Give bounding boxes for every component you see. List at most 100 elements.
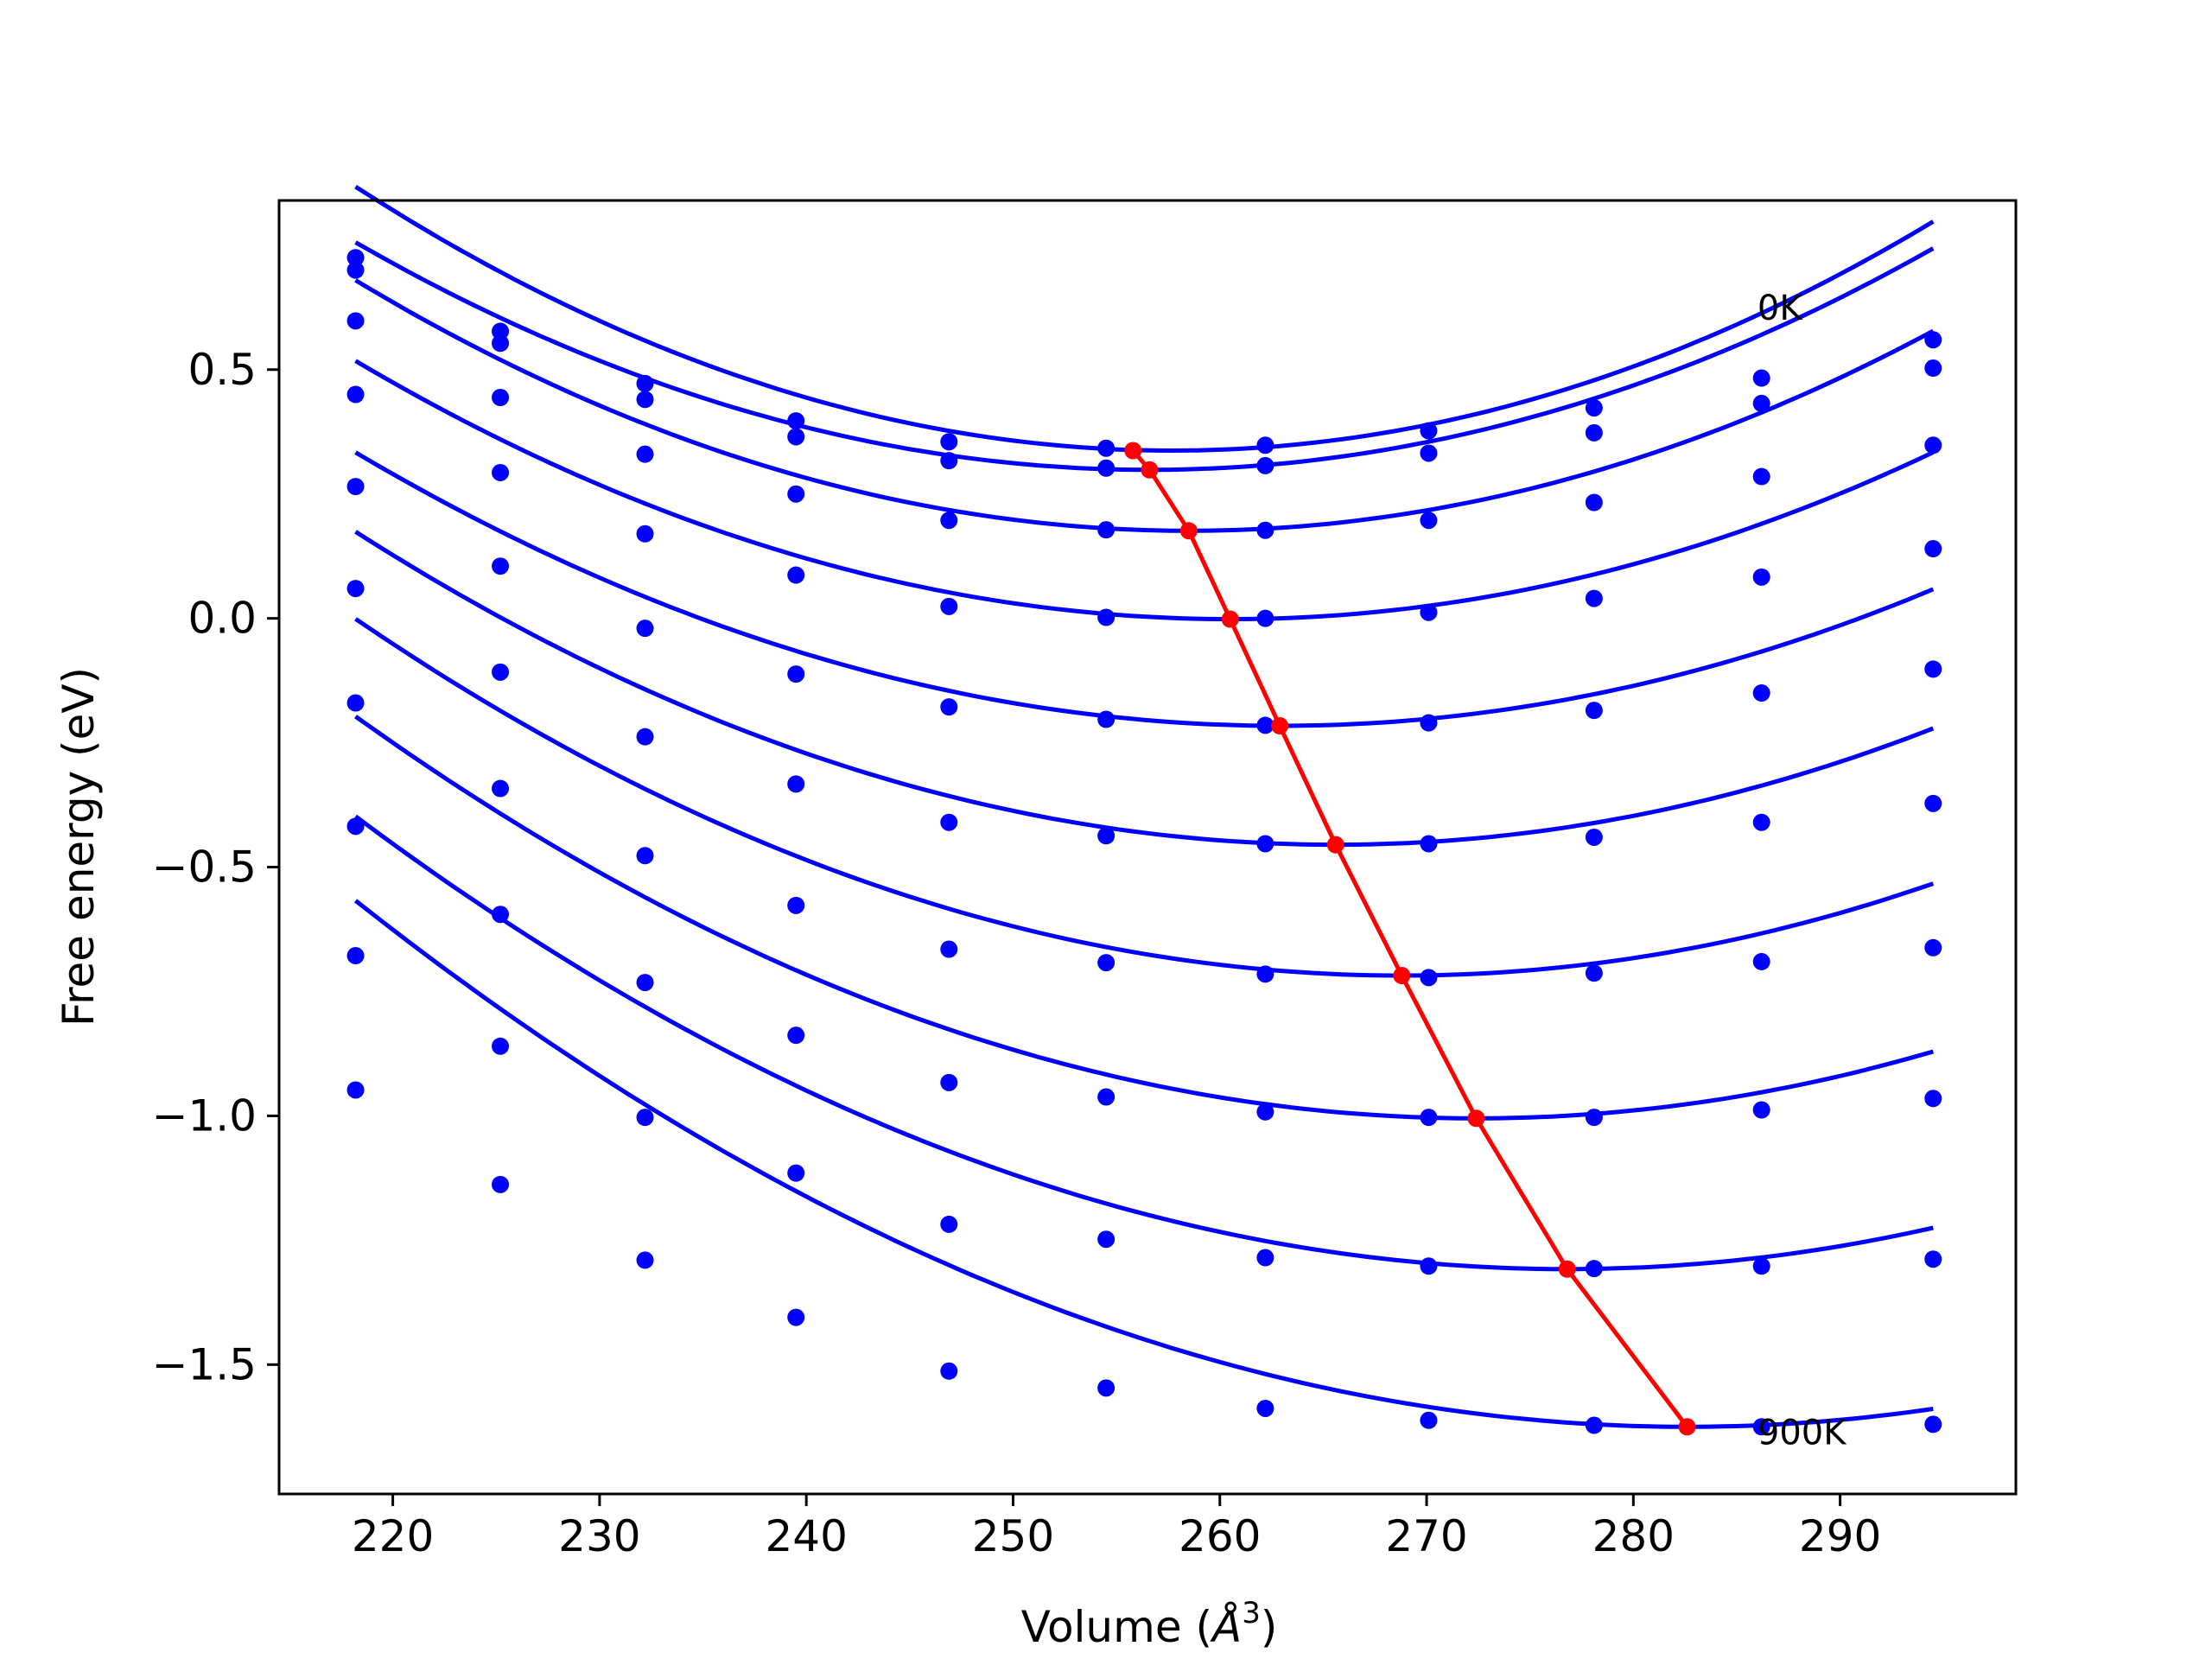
data-point	[1585, 493, 1603, 512]
data-point	[492, 663, 510, 681]
data-point	[787, 1027, 805, 1045]
minimum-point	[1467, 1109, 1485, 1128]
minima-series	[1124, 442, 1696, 1436]
minimum-point	[1141, 461, 1159, 479]
data-point	[1924, 794, 1942, 812]
data-point	[346, 261, 365, 279]
data-point	[1585, 1416, 1603, 1434]
y-tick-label: 0.5	[188, 345, 257, 395]
data-point	[1420, 714, 1438, 732]
temperature-series	[346, 359, 1942, 627]
data-point	[940, 433, 958, 451]
y-tick-label: −0.5	[152, 842, 257, 893]
minimum-point	[1558, 1260, 1576, 1278]
data-point	[1752, 467, 1770, 486]
data-point	[1585, 1109, 1603, 1127]
data-point	[1924, 540, 1942, 558]
minimum-point	[1124, 442, 1142, 460]
data-point	[1256, 716, 1274, 734]
x-tick-label: 260	[1179, 1511, 1261, 1561]
data-point	[1420, 1257, 1438, 1275]
data-point	[1585, 828, 1603, 846]
data-point	[1924, 1415, 1942, 1433]
fit-curve	[354, 530, 1935, 848]
temperature-series	[346, 715, 1942, 1127]
x-tick-label: 290	[1799, 1511, 1881, 1561]
data-point	[787, 1308, 805, 1326]
data-point	[492, 463, 510, 481]
minima-line	[1131, 448, 1689, 1428]
fit-curve	[354, 278, 1935, 533]
data-point	[346, 947, 365, 965]
data-point	[636, 524, 654, 543]
data-point	[940, 597, 958, 615]
x-axis-label-close: )	[1261, 1602, 1278, 1652]
y-tick-label: −1.0	[152, 1090, 257, 1141]
x-axis-label-exponent: 3	[1242, 1596, 1261, 1630]
data-point	[1585, 964, 1603, 982]
fit-curve	[354, 450, 1935, 728]
data-point	[940, 512, 958, 530]
plot-series	[346, 184, 1942, 1436]
data-point	[1752, 568, 1770, 586]
data-point	[1585, 702, 1603, 720]
data-point	[1420, 603, 1438, 621]
data-point	[1752, 813, 1770, 831]
data-point	[1752, 1418, 1770, 1436]
data-point	[346, 1081, 365, 1099]
data-point	[1256, 521, 1274, 539]
data-point	[1256, 456, 1274, 474]
data-point	[1097, 521, 1116, 539]
data-point	[346, 249, 365, 267]
data-point	[492, 557, 510, 575]
data-point	[1097, 439, 1116, 457]
data-point	[636, 728, 654, 746]
data-point	[1752, 1257, 1770, 1275]
data-point	[787, 775, 805, 793]
data-point	[1256, 965, 1274, 983]
x-axis-label: Volume (Å3)	[1021, 1596, 1278, 1652]
data-point	[787, 665, 805, 683]
data-point	[1097, 954, 1116, 972]
data-point	[636, 620, 654, 638]
fit-curve	[354, 184, 1935, 454]
x-axis-ticks: 220 230 240 250 260 270 280 290	[352, 1494, 1881, 1561]
temperature-annotation: 900K	[1758, 1413, 1847, 1452]
data-point	[940, 452, 958, 470]
fit-curve	[353, 899, 1934, 1429]
data-point	[1924, 1090, 1942, 1108]
data-point	[492, 1037, 510, 1055]
temperature-series	[346, 899, 1942, 1436]
data-point	[1097, 459, 1116, 477]
x-axis-label-unit: Å	[1210, 1602, 1242, 1652]
data-point	[346, 694, 365, 712]
data-point	[636, 391, 654, 409]
data-point	[787, 1164, 805, 1182]
data-point	[1097, 710, 1116, 728]
x-tick-label: 250	[972, 1511, 1054, 1561]
x-tick-label: 280	[1592, 1511, 1675, 1561]
data-point	[1256, 436, 1274, 454]
data-point	[1097, 1379, 1116, 1397]
data-point	[1585, 1260, 1603, 1278]
data-point	[1256, 1249, 1274, 1267]
data-point	[787, 896, 805, 914]
fit-curve	[354, 715, 1934, 1121]
data-point	[1256, 1399, 1274, 1417]
data-point	[787, 485, 805, 503]
data-point	[787, 428, 805, 446]
data-point	[1420, 512, 1438, 530]
data-point	[636, 1251, 654, 1269]
data-point	[1097, 608, 1116, 626]
data-point	[636, 1109, 654, 1127]
y-tick-label: 0.0	[188, 594, 257, 644]
data-point	[346, 478, 365, 496]
data-point	[1752, 684, 1770, 702]
data-point	[1752, 369, 1770, 387]
data-point	[1752, 952, 1770, 970]
fit-curve	[354, 617, 1935, 978]
data-point	[1585, 399, 1603, 417]
data-point	[492, 334, 510, 353]
temperature-series	[346, 278, 1942, 539]
data-point	[1585, 423, 1603, 442]
